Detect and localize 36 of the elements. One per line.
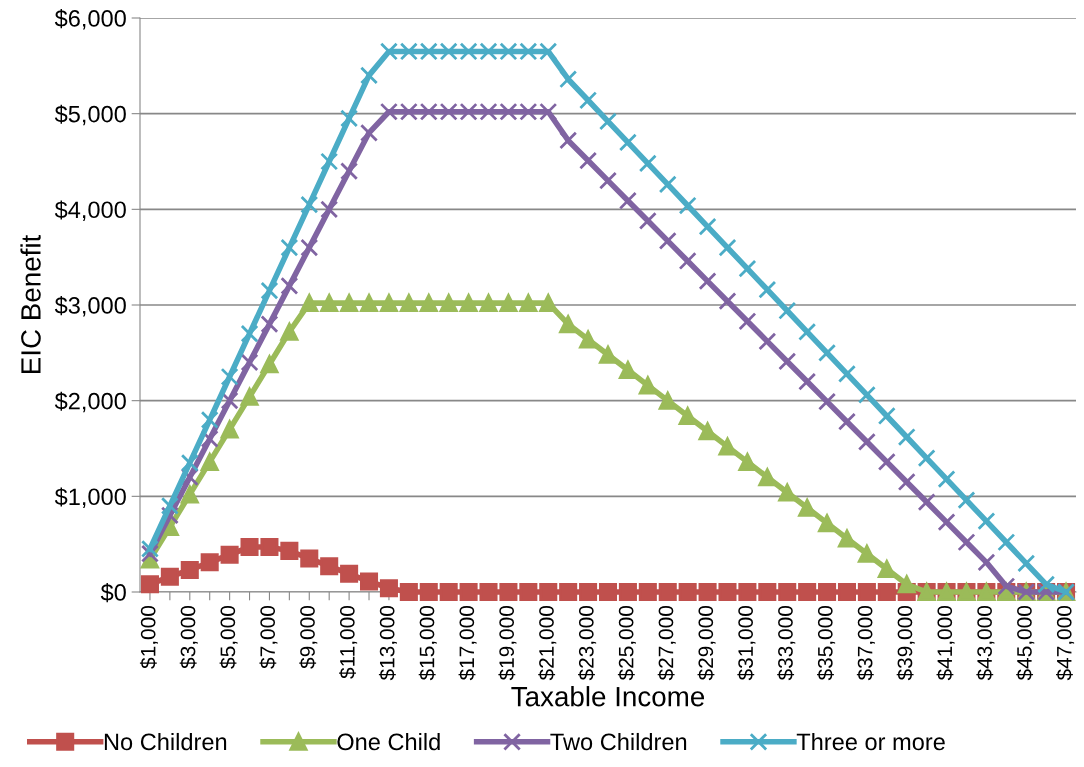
y-tick-label: $3,000 — [54, 296, 126, 317]
x-tick-label: $43,000 — [976, 606, 995, 681]
x-tick-label: $13,000 — [378, 606, 397, 681]
y-tick-label: $5,000 — [54, 104, 126, 126]
y-tick-label: $0 — [100, 583, 126, 603]
x-tick-label: $7,000 — [259, 606, 278, 669]
x-tick-label: $9,000 — [299, 606, 318, 669]
x-tick-label: $39,000 — [896, 606, 915, 681]
legend-label: Two Children — [550, 732, 687, 751]
x-tick-label: $3,000 — [179, 606, 198, 669]
x-tick-label: $33,000 — [777, 606, 796, 681]
x-tick-label: $29,000 — [697, 606, 716, 681]
y-tick-label: $1,000 — [54, 487, 126, 508]
x-tick-label: $37,000 — [856, 606, 875, 681]
x-tick-label: $15,000 — [418, 606, 437, 681]
x-tick-label: $45,000 — [1016, 606, 1035, 681]
x-tick-label: $5,000 — [219, 606, 238, 669]
x-tick-label: $21,000 — [538, 606, 557, 681]
x-tick-label: $35,000 — [817, 606, 836, 681]
y-axis-title: EIC Benefit — [20, 234, 41, 373]
legend-label: No Children — [104, 732, 227, 751]
legend-label: Three or more — [796, 732, 945, 751]
x-tick-label: $41,000 — [936, 606, 955, 681]
x-tick-label: $17,000 — [458, 606, 477, 681]
x-axis-title: Taxable Income — [511, 686, 705, 707]
x-tick-label: $27,000 — [657, 606, 676, 681]
legend-label: One Child — [337, 732, 440, 751]
x-tick-label: $23,000 — [578, 606, 597, 681]
x-tick-label: $47,000 — [1056, 606, 1075, 681]
x-tick-label: $11,000 — [339, 606, 358, 679]
x-tick-label: $19,000 — [498, 606, 517, 681]
x-tick-label: $31,000 — [737, 606, 756, 681]
y-tick-label: $6,000 — [54, 9, 126, 30]
y-tick-label: $4,000 — [54, 200, 126, 221]
x-tick-label: $25,000 — [617, 606, 636, 681]
y-tick-label: $2,000 — [54, 391, 126, 413]
